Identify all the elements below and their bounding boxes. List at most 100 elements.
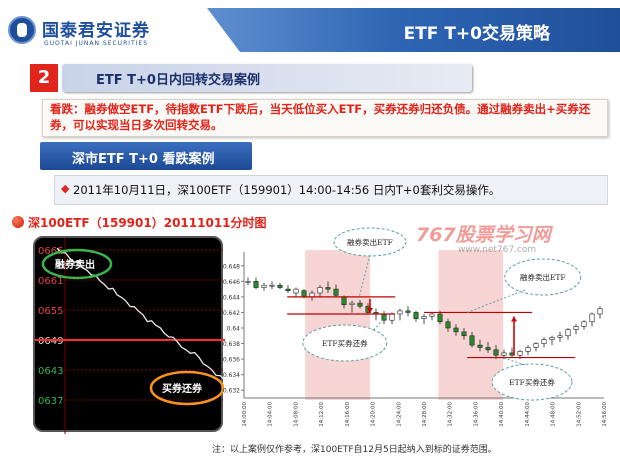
price-line	[56, 247, 225, 382]
y-tick-label: 0643	[38, 366, 63, 377]
y-tick-label: 0.64	[227, 326, 241, 333]
candle-body	[245, 281, 251, 283]
candle-body	[453, 327, 459, 333]
candle-body	[293, 288, 299, 294]
candle-body	[269, 284, 275, 287]
case-subtitle-tab	[40, 142, 252, 170]
candle-body	[581, 321, 587, 327]
strategy-note-text: 看跌：融券做空ETF，待指数ETF下跌后，当天低位买入ETF，买券还券归还负债。…	[50, 102, 591, 132]
x-tick-label: 14:28:00	[422, 402, 428, 427]
candle-body	[341, 296, 347, 305]
candle-body	[493, 349, 499, 356]
x-tick-label: 14:24:00	[396, 402, 402, 427]
candle-body	[333, 288, 339, 296]
candle-body	[557, 335, 563, 338]
candle-body	[549, 337, 555, 340]
case-info-box	[54, 175, 608, 205]
candle-body	[285, 288, 291, 291]
strategy-note-box	[42, 99, 608, 137]
section-title-bar	[62, 64, 472, 92]
candle-body	[349, 302, 355, 305]
logo-chinese-text: 国泰君安证券	[42, 21, 150, 41]
x-tick-label: 14:32:00	[448, 402, 454, 427]
candlestick-chart: 0.632 0.634 0.636 0.638 0.64 0.642 0.644 0.646 0…	[223, 227, 608, 427]
company-logo-icon	[8, 16, 36, 44]
y-tick-label: 0637	[38, 396, 63, 407]
title-banner	[207, 8, 620, 52]
buy-2-label: ETF买券还券	[509, 377, 555, 387]
buy-callout-label: 买券还券	[162, 382, 203, 395]
sell-callout-label: 融券卖出	[55, 258, 95, 271]
candle-body	[533, 343, 539, 348]
section-title: ETF T+0日内回转交易案例	[96, 73, 260, 88]
x-tick-label: 14:00:00	[242, 402, 248, 427]
candle-body	[517, 351, 523, 356]
candle-body	[525, 347, 531, 352]
highlight-band	[305, 250, 370, 400]
candle-body	[597, 308, 603, 315]
up-arrow-head	[511, 316, 517, 322]
connector-line	[503, 357, 525, 366]
candle-body	[253, 281, 259, 288]
down-arrow-head	[367, 308, 373, 313]
candle-body	[421, 316, 427, 319]
page-title: ETF T+0交易策略	[403, 24, 550, 44]
x-tick-label: 14:20:00	[371, 402, 377, 427]
candle-body	[445, 321, 451, 329]
diamond-bullet-icon: ◆	[61, 182, 70, 195]
y-tick-label: 0.636	[223, 357, 240, 364]
candle-body	[325, 287, 331, 290]
candle-body	[357, 302, 363, 307]
header: 国泰君安证券 GUOTAI JUNAN SECURITIES ETF T+0交易…	[0, 0, 620, 60]
x-tick-label: 14:44:00	[525, 402, 531, 427]
x-tick-label: 14:56:00	[602, 402, 608, 427]
candle-body	[405, 310, 411, 313]
y-tick-label: 0.632	[223, 388, 240, 395]
connector-line	[358, 254, 371, 298]
candle-body	[469, 335, 475, 346]
candle-body	[573, 326, 579, 330]
sell-1-label: 融券卖出ETF	[347, 237, 393, 247]
x-tick-label: 14:04:00	[268, 402, 274, 427]
intraday-chart-dark: 0666 0661 0655 0649 0643 0637 融券卖出 买券还券	[33, 236, 225, 434]
sell-2-bubble	[504, 258, 582, 296]
sell-2-label: 融券卖出ETF	[520, 272, 566, 282]
y-tick-label: 0.634	[223, 372, 240, 379]
candle-body	[589, 313, 595, 323]
x-tick-label: 14:12:00	[319, 402, 325, 427]
candle-body	[501, 352, 507, 356]
candle-body	[437, 313, 443, 323]
watermark-text: 767股票学习网	[416, 224, 551, 246]
candle-body	[429, 313, 435, 317]
sell-highlight-ring	[41, 248, 113, 280]
candle-body	[317, 287, 323, 294]
y-tick-label: 0666	[38, 246, 63, 257]
candle-body	[277, 284, 283, 288]
y-tick-label: 0.642	[223, 310, 240, 317]
x-tick-label: 14:36:00	[473, 402, 479, 427]
candle-body	[541, 339, 547, 344]
y-tick-label: 0.646	[223, 279, 240, 286]
y-tick-label: 0655	[38, 306, 63, 317]
case-info-text: 2011年10月11日，深100ETF（159901）14:00-14:56 日…	[73, 183, 501, 197]
x-tick-label: 14:48:00	[551, 402, 557, 427]
buy-1-bubble	[302, 324, 388, 362]
candle-body	[485, 347, 491, 351]
watermark-url: www.net767.com	[458, 245, 537, 255]
candle-body	[477, 344, 483, 348]
candle-body	[565, 329, 571, 337]
candle-body	[301, 290, 307, 298]
red-dot-icon	[12, 216, 24, 228]
connector-line	[373, 313, 389, 331]
y-tick-label: 0.644	[223, 294, 240, 301]
buy-1-label: ETF买券还券	[322, 338, 368, 348]
chart-caption: 深100ETF（159901）20111011分时图	[28, 216, 267, 230]
x-tick-label: 14:16:00	[345, 402, 351, 427]
y-tick-label: 0.648	[223, 263, 240, 270]
case-subtitle: 深市ETF T+0 看跌案例	[72, 152, 215, 167]
x-tick-label: 14:52:00	[576, 402, 582, 427]
buy-highlight-ring	[149, 370, 225, 406]
candle-body	[389, 313, 395, 321]
y-tick-label: 0.638	[223, 341, 240, 348]
